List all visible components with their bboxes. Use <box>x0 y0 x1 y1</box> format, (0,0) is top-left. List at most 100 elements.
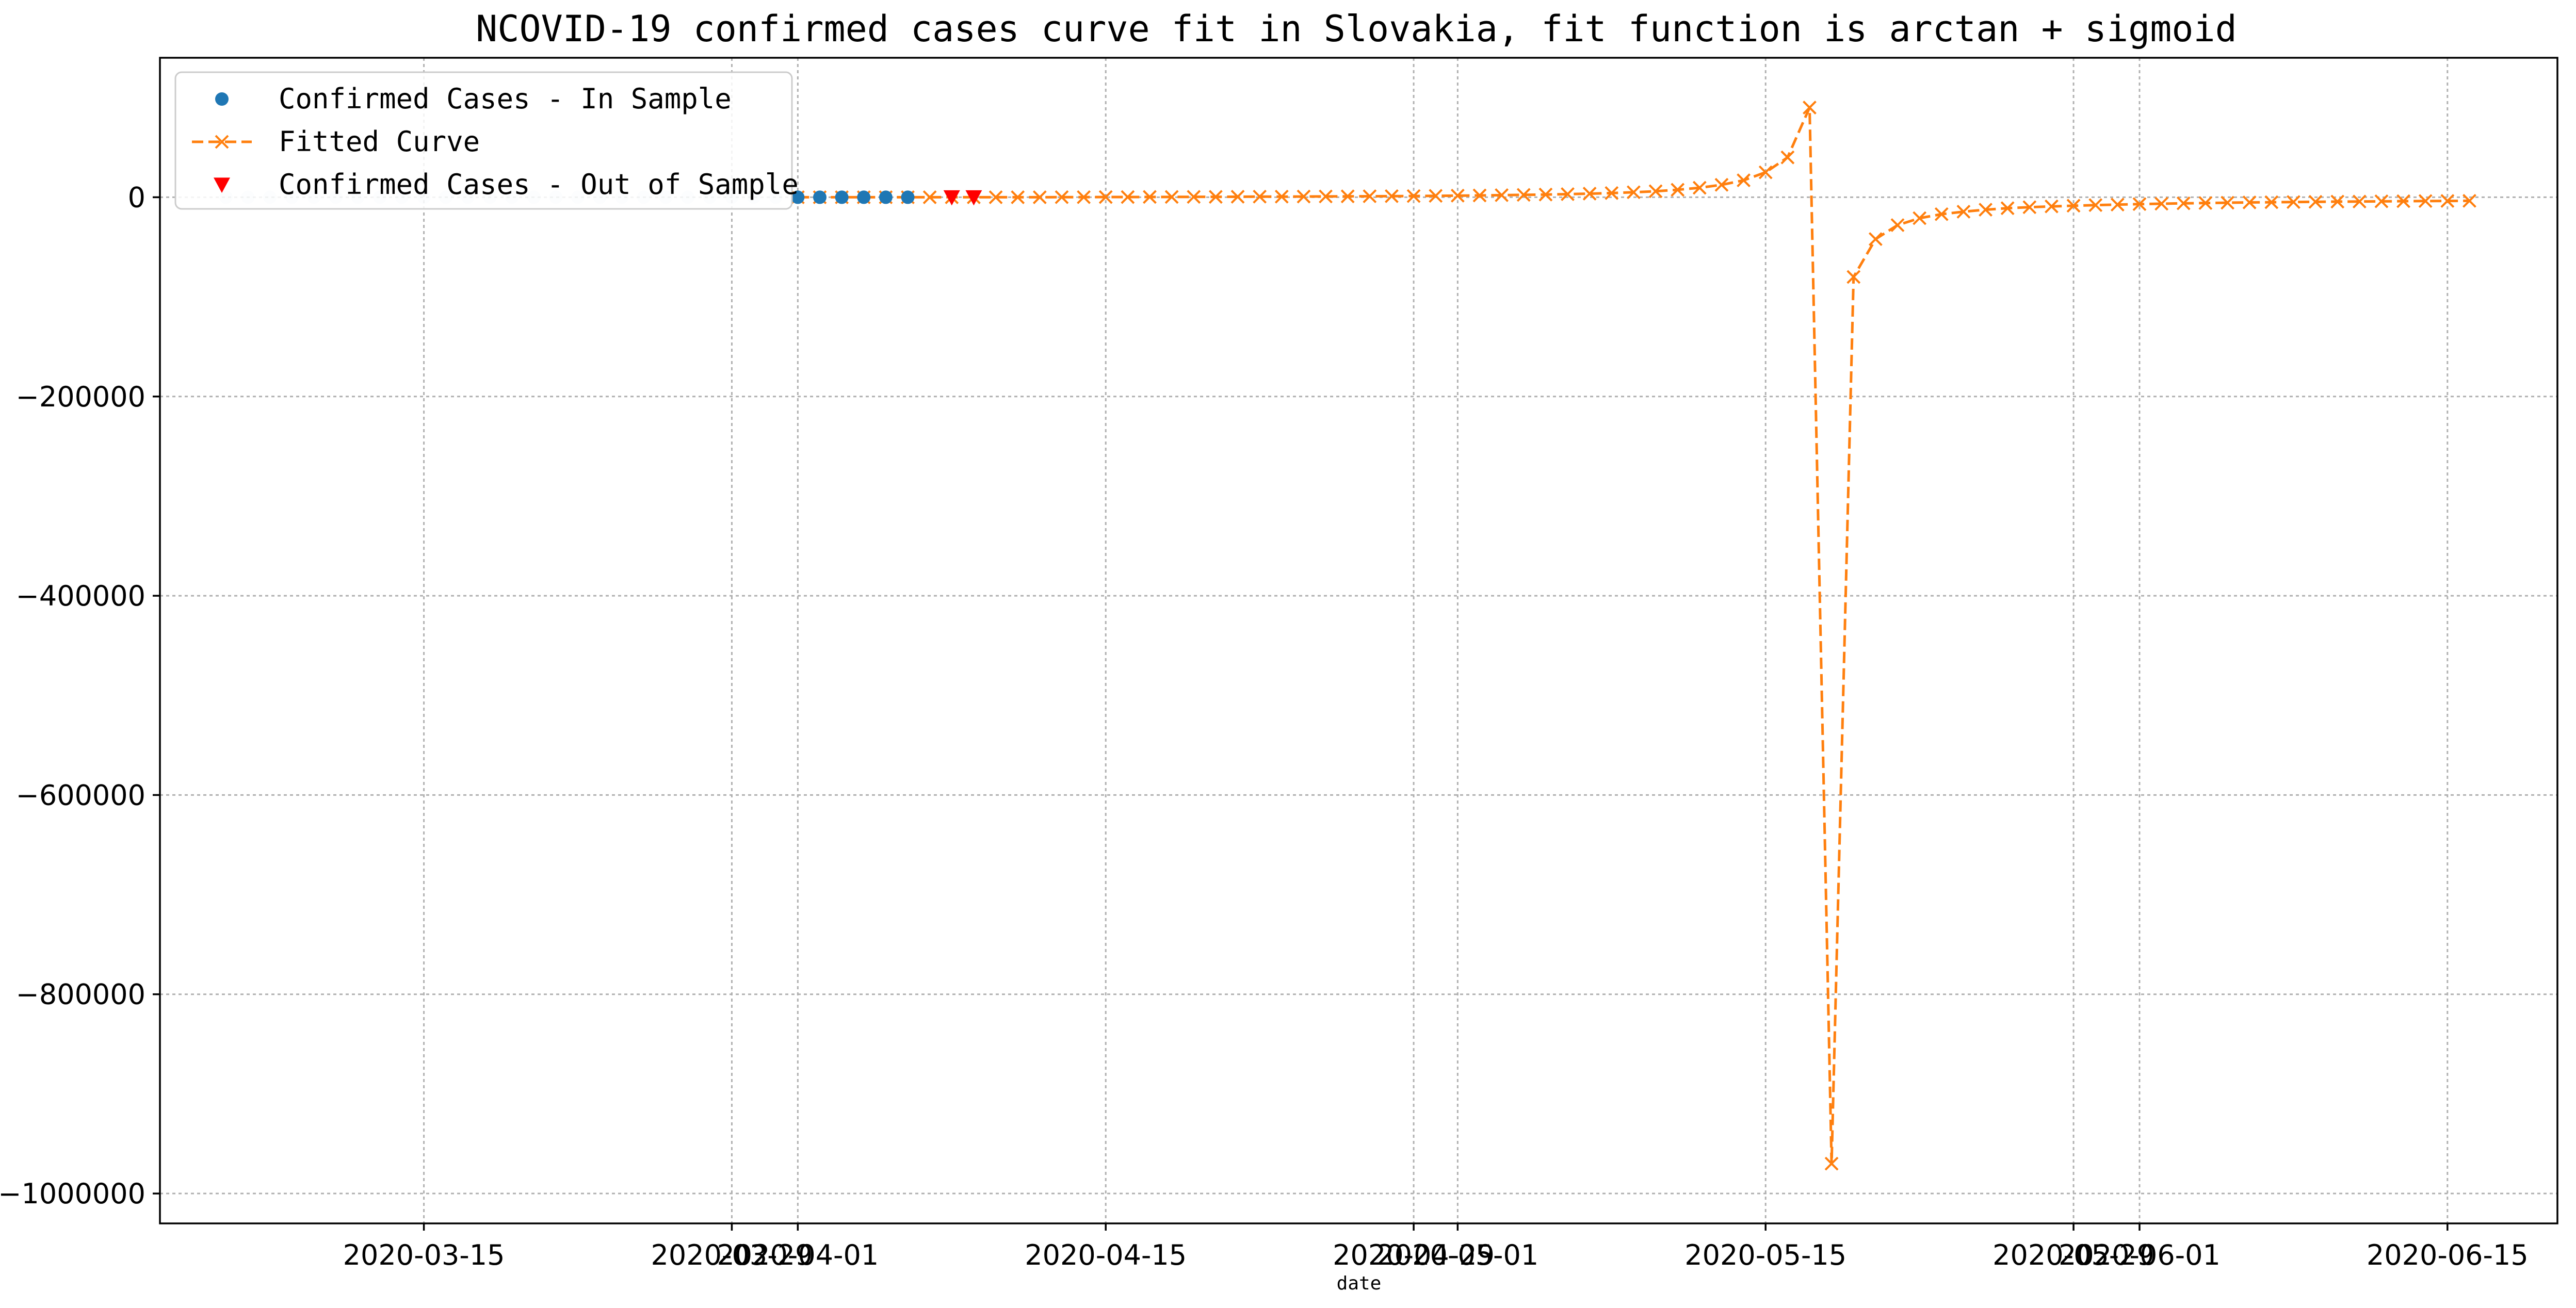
fitted-point <box>1340 189 1355 204</box>
fitted-point <box>2242 195 2257 209</box>
chart-title: NCOVID-19 confirmed cases curve fit in S… <box>476 8 2237 50</box>
in-sample-point <box>813 190 827 204</box>
x-tick-label: 2020-06-01 <box>2059 1239 2221 1271</box>
y-axis: 0 −200000 −400000 −600000 −800000 −1000000 <box>0 181 160 1210</box>
fitted-point <box>2000 201 2015 216</box>
fitted-point <box>1648 184 1663 199</box>
fitted-point <box>1230 190 1245 204</box>
fitted-point <box>1406 189 1421 203</box>
fitted-point <box>2022 200 2037 215</box>
fitted-point <box>1868 232 1883 246</box>
fitted-point <box>1956 205 1971 219</box>
legend-label: Confirmed Cases - In Sample <box>279 83 732 115</box>
fitted-point <box>2198 196 2213 210</box>
fitted-point <box>2154 197 2169 211</box>
fitted-point <box>1098 190 1113 204</box>
fitted-point <box>1450 188 1465 203</box>
fitted-point <box>1714 177 1729 192</box>
fitted-point <box>1495 188 1509 202</box>
fitted-point <box>1143 190 1157 204</box>
fitted-point <box>2132 197 2147 211</box>
fitted-point <box>2221 195 2234 210</box>
fitted-point <box>1846 270 1861 284</box>
fitted-point <box>2286 195 2300 209</box>
fitted-point <box>1605 186 1619 200</box>
fitted-point <box>2396 194 2410 208</box>
fitted-point <box>1274 189 1289 204</box>
legend-marker <box>215 135 229 149</box>
legend-label: Fitted Curve <box>279 125 480 158</box>
fitted-point <box>1780 150 1795 165</box>
fitted-point <box>2308 194 2323 209</box>
fitted-point <box>1385 189 1399 203</box>
fitted-point <box>2110 198 2125 212</box>
fitted-point <box>1671 183 1685 197</box>
fitted-point <box>1319 189 1333 204</box>
fitted-point <box>1077 190 1091 204</box>
legend-marker <box>215 92 229 106</box>
fitted-point <box>1011 190 1025 204</box>
in-sample-point <box>835 190 849 204</box>
fitted-point <box>2088 198 2103 212</box>
legend-marker <box>214 177 230 193</box>
fitted-point <box>1582 187 1597 201</box>
in-sample-point <box>879 190 893 204</box>
y-tick-label: 0 <box>128 181 145 214</box>
y-tick-label: −600000 <box>16 779 145 811</box>
fitted-point <box>1979 203 1992 217</box>
fitted-point <box>1737 173 1751 188</box>
x-tick-label: 2020-04-01 <box>717 1239 879 1271</box>
in-sample-point <box>901 190 915 204</box>
y-tick-label: −800000 <box>16 978 145 1011</box>
fitted-point <box>2264 195 2279 209</box>
fitted-point <box>1890 218 1905 232</box>
x-tick-label: 2020-03-29 <box>651 1239 813 1271</box>
fitted-point <box>1208 190 1223 204</box>
fitted-point <box>2176 196 2191 210</box>
fitted-point <box>2045 199 2059 214</box>
legend: Confirmed Cases - In Sample Fitted Curve C… <box>174 71 799 210</box>
legend-label: Confirmed Cases - Out of Sample <box>279 168 799 201</box>
x-tick-label: 2020-05-29 <box>1992 1239 2154 1271</box>
fitted-point <box>989 190 1003 204</box>
fitted-point <box>1561 187 1575 201</box>
y-tick-label: −200000 <box>16 381 145 413</box>
fitted-point <box>1934 207 1949 221</box>
fitted-point <box>2352 194 2367 209</box>
in-sample-point <box>791 190 805 204</box>
x-tick-label: 2020-03-15 <box>343 1239 505 1271</box>
x-tick-label: 2020-04-15 <box>1025 1239 1187 1271</box>
fitted-point <box>1297 189 1311 204</box>
fitted-point <box>1363 189 1377 203</box>
fitted-point <box>1538 187 1553 202</box>
x-tick-label: 2020-06-15 <box>2367 1239 2529 1271</box>
fitted-point <box>1187 190 1201 204</box>
fitted-point <box>922 190 937 204</box>
fitted-point <box>2418 194 2433 208</box>
fitted-point <box>1472 188 1487 203</box>
y-tick-label: −1000000 <box>0 1178 145 1210</box>
out-of-sample-point <box>965 190 982 206</box>
fitted-point <box>2066 199 2081 213</box>
fitted-point <box>2330 194 2345 209</box>
fitted-point <box>1692 181 1707 195</box>
fitted-point <box>2462 193 2476 208</box>
fitted-point <box>2374 194 2389 208</box>
fitted-point <box>1913 211 1927 225</box>
fitted-point <box>2440 194 2455 208</box>
grid <box>160 58 2557 1223</box>
fitted-point <box>1824 1156 1839 1171</box>
in-sample-point <box>857 190 871 204</box>
fitted-point <box>1516 188 1531 202</box>
fitted-point <box>1121 190 1135 204</box>
x-tick-label: 2020-05-01 <box>1376 1239 1538 1271</box>
fitted-point <box>1758 165 1773 179</box>
legend-box <box>174 71 793 210</box>
fitted-point <box>1803 101 1817 115</box>
x-tick-label: 2020-05-15 <box>1684 1239 1846 1271</box>
fitted-point <box>1032 190 1047 204</box>
fitted-point <box>1626 185 1641 200</box>
x-tick-label: 2020-04-29 <box>1333 1239 1495 1271</box>
